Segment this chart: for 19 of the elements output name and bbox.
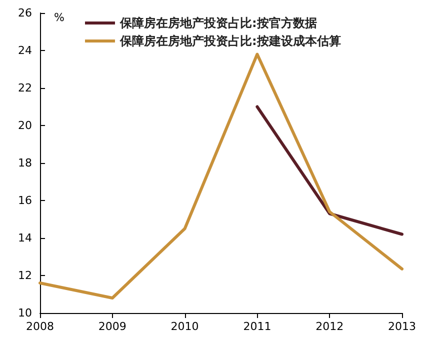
legend-label: 保障房在房地产投资占比:按建设成本估算 [119, 34, 341, 48]
x-tick-label: 2012 [316, 320, 344, 333]
y-tick-label: 26 [18, 6, 32, 20]
legend-label: 保障房在房地产投资占比:按官方数据 [119, 16, 317, 30]
y-tick-label: 24 [18, 44, 32, 57]
x-tick-label: 2009 [98, 320, 126, 333]
y-tick-label: 12 [18, 269, 32, 282]
x-tick-label: 2010 [170, 320, 199, 333]
y-axis-title: % [54, 11, 64, 24]
y-tick-label: 16 [18, 194, 32, 207]
x-tick-label: 2013 [388, 320, 416, 333]
x-tick-label: 2011 [243, 320, 272, 333]
y-tick-label: 22 [18, 82, 32, 94]
y-tick-label: 18 [18, 156, 32, 170]
x-tick-label: 2008 [26, 320, 54, 333]
y-tick-label: 14 [18, 232, 32, 244]
line-series [38, 52, 404, 300]
y-tick-label: 10 [18, 306, 32, 320]
y-tick-label: 20 [18, 119, 32, 132]
